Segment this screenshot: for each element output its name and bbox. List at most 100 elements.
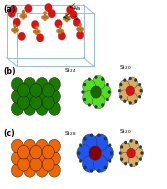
- Circle shape: [22, 10, 25, 13]
- Circle shape: [126, 86, 135, 96]
- Circle shape: [65, 16, 68, 19]
- Circle shape: [140, 89, 142, 92]
- Circle shape: [16, 28, 19, 32]
- Circle shape: [118, 89, 121, 92]
- Circle shape: [11, 139, 23, 153]
- Circle shape: [11, 90, 23, 103]
- Circle shape: [135, 141, 138, 144]
- Circle shape: [89, 146, 101, 160]
- Circle shape: [79, 144, 82, 147]
- Text: (c): (c): [3, 129, 15, 138]
- Circle shape: [35, 29, 38, 32]
- Circle shape: [124, 100, 126, 103]
- Circle shape: [48, 77, 60, 91]
- Circle shape: [81, 27, 84, 31]
- Circle shape: [73, 18, 80, 26]
- Circle shape: [128, 155, 138, 167]
- Circle shape: [36, 102, 48, 115]
- Circle shape: [79, 26, 82, 29]
- Circle shape: [141, 152, 143, 155]
- Text: (b): (b): [3, 67, 16, 76]
- Circle shape: [84, 137, 86, 140]
- Circle shape: [36, 139, 48, 153]
- Circle shape: [92, 94, 105, 109]
- Circle shape: [134, 100, 137, 103]
- Circle shape: [63, 17, 66, 20]
- Circle shape: [59, 25, 62, 28]
- Circle shape: [30, 84, 42, 97]
- Circle shape: [83, 91, 95, 105]
- Circle shape: [93, 134, 108, 151]
- Circle shape: [98, 85, 111, 99]
- Circle shape: [11, 163, 23, 177]
- Circle shape: [65, 19, 68, 22]
- Circle shape: [95, 105, 97, 108]
- Circle shape: [133, 85, 142, 96]
- Circle shape: [119, 80, 129, 91]
- Circle shape: [133, 147, 143, 159]
- Circle shape: [46, 16, 49, 19]
- Circle shape: [30, 157, 42, 171]
- Circle shape: [82, 134, 97, 151]
- Circle shape: [128, 140, 138, 151]
- Circle shape: [36, 163, 48, 177]
- Circle shape: [18, 157, 30, 171]
- Circle shape: [48, 90, 60, 103]
- Text: Si$_{28}$: Si$_{28}$: [64, 129, 77, 138]
- Circle shape: [24, 77, 36, 91]
- Circle shape: [37, 30, 40, 33]
- Circle shape: [45, 3, 52, 12]
- Circle shape: [30, 96, 42, 109]
- Circle shape: [104, 137, 107, 140]
- Circle shape: [18, 145, 30, 159]
- Circle shape: [99, 145, 114, 161]
- Circle shape: [90, 170, 93, 173]
- Circle shape: [33, 30, 36, 33]
- Circle shape: [24, 163, 36, 177]
- Circle shape: [61, 29, 64, 33]
- Circle shape: [11, 77, 23, 91]
- Circle shape: [130, 139, 132, 142]
- Text: Si$_{20}$: Si$_{20}$: [119, 127, 132, 136]
- Circle shape: [81, 91, 84, 94]
- Circle shape: [104, 166, 107, 169]
- Circle shape: [35, 32, 38, 35]
- Circle shape: [24, 90, 36, 103]
- Circle shape: [14, 24, 17, 27]
- Circle shape: [119, 90, 129, 101]
- Circle shape: [109, 144, 111, 147]
- Circle shape: [70, 11, 77, 19]
- Circle shape: [91, 86, 101, 98]
- Circle shape: [124, 79, 126, 82]
- Circle shape: [93, 156, 108, 172]
- Circle shape: [108, 91, 111, 94]
- Circle shape: [138, 95, 141, 98]
- Circle shape: [120, 83, 122, 86]
- Circle shape: [24, 151, 36, 165]
- Circle shape: [30, 145, 42, 159]
- Circle shape: [20, 14, 23, 18]
- Circle shape: [24, 102, 36, 115]
- Circle shape: [90, 134, 93, 137]
- Circle shape: [44, 14, 47, 18]
- Circle shape: [76, 27, 79, 31]
- Circle shape: [78, 152, 80, 155]
- Circle shape: [138, 83, 141, 86]
- Circle shape: [65, 13, 68, 16]
- Circle shape: [119, 152, 122, 155]
- Circle shape: [88, 103, 91, 106]
- Circle shape: [98, 170, 100, 173]
- Circle shape: [18, 32, 25, 40]
- Circle shape: [139, 158, 142, 161]
- Circle shape: [22, 16, 25, 19]
- Circle shape: [124, 162, 127, 165]
- Circle shape: [14, 27, 17, 30]
- Circle shape: [48, 102, 60, 115]
- Circle shape: [18, 84, 30, 97]
- Circle shape: [84, 166, 86, 169]
- Circle shape: [11, 151, 23, 165]
- Circle shape: [77, 145, 92, 161]
- Circle shape: [120, 143, 130, 154]
- Circle shape: [59, 28, 62, 31]
- Circle shape: [10, 5, 17, 14]
